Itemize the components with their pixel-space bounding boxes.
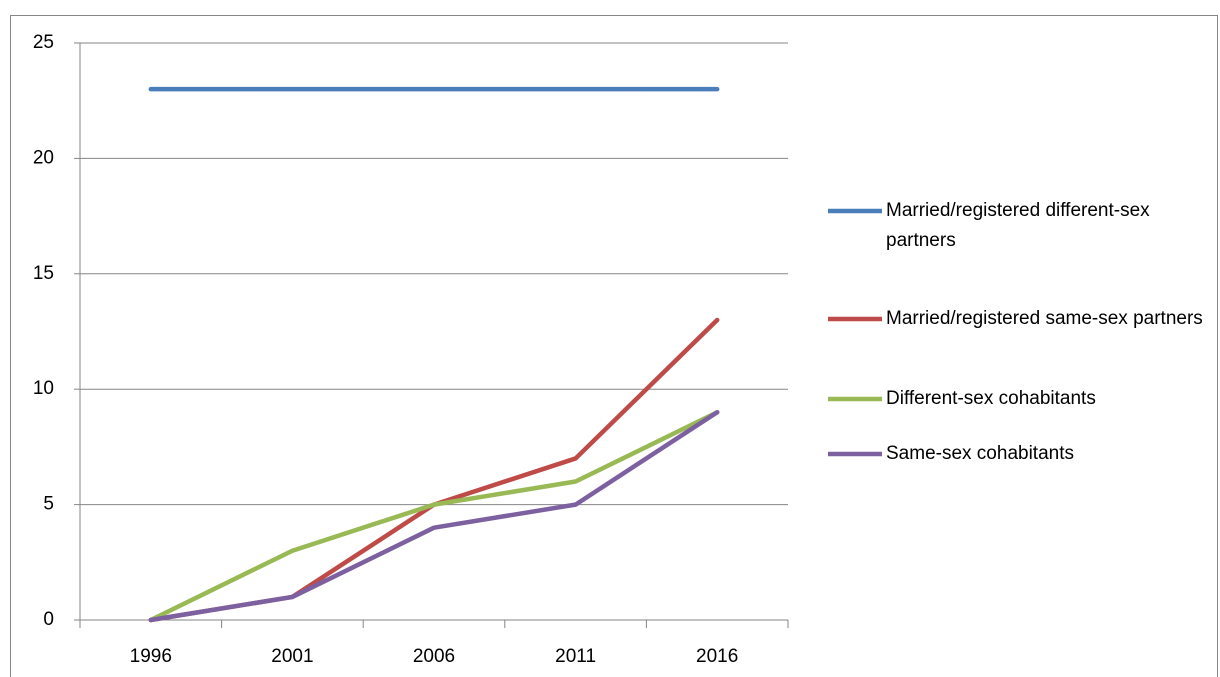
x-tick-label: 2001 <box>271 646 313 667</box>
legend-label: Married/registered different-sex partners <box>886 200 1150 251</box>
y-tick-label: 0 <box>43 609 54 630</box>
legend-label: Married/registered same-sex partners <box>886 308 1203 329</box>
legend-label: Same-sex cohabitants <box>886 443 1074 464</box>
y-tick-label: 25 <box>33 32 54 53</box>
series-line <box>148 410 720 623</box>
y-tick-label: 15 <box>33 263 54 284</box>
y-tick-label: 10 <box>33 378 54 399</box>
x-tick-label: 1996 <box>130 646 172 667</box>
y-tick-label: 20 <box>33 147 54 168</box>
legend-label: Different-sex cohabitants <box>886 388 1096 409</box>
x-tick-label: 2011 <box>555 646 596 667</box>
series-line <box>148 410 720 623</box>
y-tick-label: 5 <box>43 494 54 515</box>
x-tick-label: 2016 <box>696 646 738 667</box>
chart-frame <box>10 15 1218 677</box>
x-tick-label: 2006 <box>413 646 455 667</box>
